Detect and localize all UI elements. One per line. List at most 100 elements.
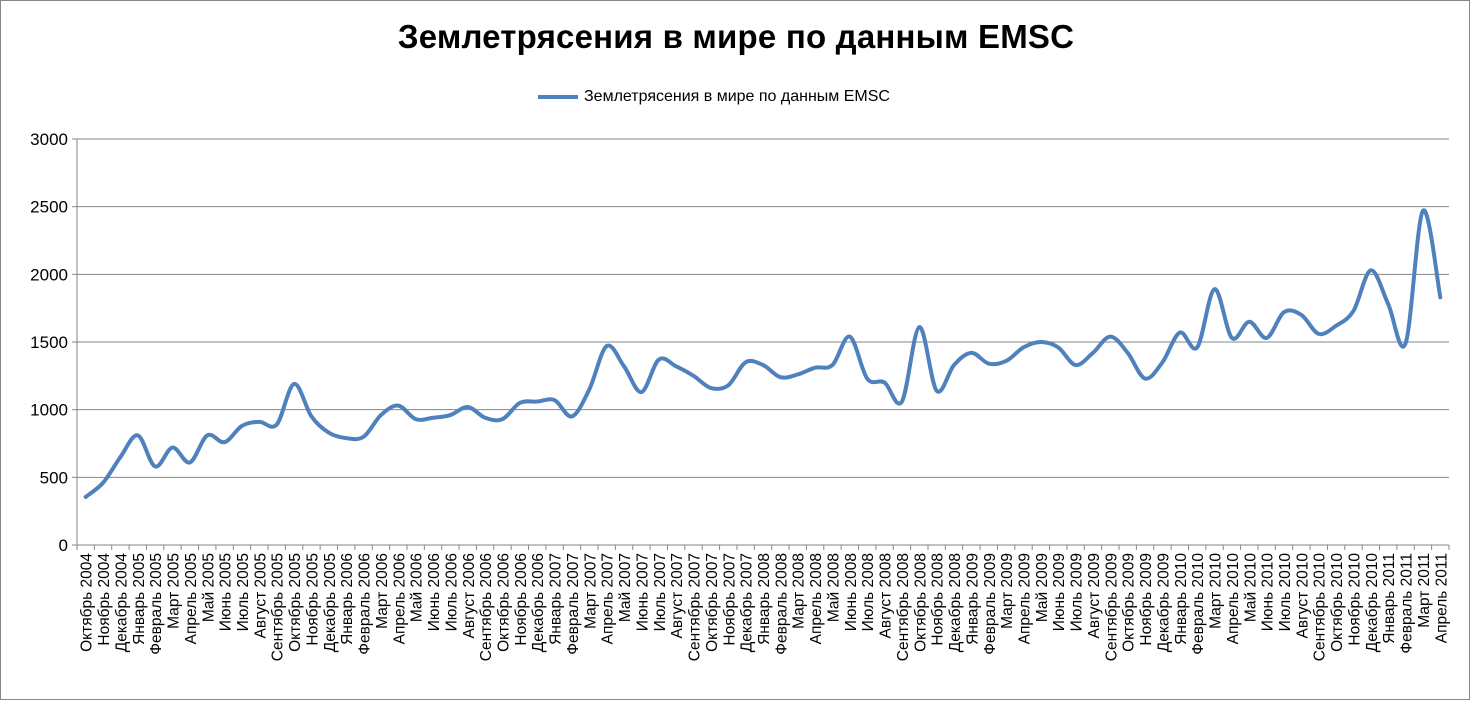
chart-title: Землетрясения в мире по данным EMSC [397,18,1075,55]
data-point [813,366,817,370]
data-point [865,377,869,381]
x-tick-label: Февраль 2008 [773,553,790,655]
data-point [1317,332,1321,336]
data-point [587,387,591,391]
x-tick-label: Декабрь 2007 [739,553,756,652]
data-point [1091,351,1095,355]
data-point [1004,359,1008,363]
data-point [1282,310,1286,314]
data-point [605,344,609,348]
data-point [396,404,400,408]
data-point [118,455,122,459]
x-tick-label: Июль 2007 [652,553,669,631]
data-point [796,372,800,376]
data-point [240,424,244,428]
x-tick-label: Октябрь 2007 [704,553,721,652]
x-tick-label: Апрель 2010 [1225,553,1242,645]
x-tick-label: Март 2009 [999,553,1016,629]
x-tick-label: Январь 2006 [339,553,356,645]
data-point [535,400,539,404]
data-point [1195,345,1199,349]
data-point [1299,313,1303,317]
y-tick-label: 1500 [30,333,68,352]
axis-layer [72,138,1450,550]
data-point [1438,295,1442,299]
data-point [674,364,678,368]
x-tick-label: Апрель 2009 [1017,553,1034,644]
data-point [1108,335,1112,339]
x-tick-label: Февраль 2006 [357,553,374,655]
data-point [1178,331,1182,335]
data-point [917,325,921,329]
data-point [483,416,487,420]
x-tick-label: Июнь 2009 [1051,553,1068,631]
data-point [1404,341,1408,345]
x-tick-label: Ноябрь 2008 [930,553,947,646]
data-point [344,436,348,440]
data-point [362,435,366,439]
data-point [553,398,557,402]
data-point [709,386,713,390]
x-tick-label: Апрель 2008 [808,553,825,644]
data-point [518,401,522,405]
legend: Землетрясения в мире по данным EMSC [538,86,890,108]
data-point [257,420,261,424]
data-point [101,481,105,485]
x-tick-label: Июль 2010 [1277,553,1294,632]
data-point [153,465,157,469]
data-point [830,363,834,367]
x-tick-label: Декабрь 2006 [530,553,547,652]
x-tick-label: Апрель 2006 [391,553,408,644]
x-tick-label: Май 2006 [409,553,426,622]
x-tick-label: Декабрь 2009 [1155,553,1172,652]
data-point [1369,268,1373,272]
data-point [987,362,991,366]
data-point [657,358,661,362]
x-tick-label: Февраль 2005 [148,553,165,655]
x-tick-label: Февраль 2011 [1399,553,1416,654]
x-tick-label: Июнь 2005 [218,553,235,631]
data-point [431,416,435,420]
data-point [883,381,887,385]
data-point [1265,336,1269,340]
data-point [223,440,227,444]
x-tick-label: Сентябрь 2008 [895,553,912,661]
data-point [1056,345,1060,349]
x-tick-label: Март 2005 [166,553,183,629]
x-tick-label: Май 2010 [1242,553,1259,623]
x-tick-label: Июнь 2007 [634,553,651,631]
x-tick-label: Декабрь 2004 [113,553,130,653]
x-tick-label: Август 2009 [1086,553,1103,638]
data-point [205,433,209,437]
x-tick-label: Июнь 2006 [426,553,443,631]
x-tick-label: Октябрь 2004 [79,553,96,652]
x-tick-label: Ноябрь 2009 [1138,553,1155,646]
x-tick-label: Январь 2011 [1381,553,1398,644]
y-tick-label: 1000 [30,401,68,420]
data-point [1386,302,1390,306]
y-tick-label: 500 [40,468,68,487]
x-tick-label: Сентябрь 2006 [478,553,495,661]
data-point [778,375,782,379]
x-tick-label: Май 2008 [825,553,842,622]
x-tick-label: Май 2009 [1034,553,1051,622]
data-point [1022,345,1026,349]
x-tick-label: Январь 2009 [964,553,981,645]
data-point [292,382,296,386]
data-point [726,383,730,387]
y-tick-label: 2000 [30,265,68,284]
data-point [466,405,470,409]
x-tick-label: Ноябрь 2006 [513,553,530,646]
data-point [1074,363,1078,367]
x-tick-label: Октябрь 2006 [495,553,512,652]
data-point [952,363,956,367]
data-point [500,417,504,421]
data-point [1334,324,1338,328]
data-point [969,351,973,355]
x-tick-label: Январь 2005 [131,553,148,645]
data-point [1143,377,1147,381]
x-tick-label: Сентябрь 2007 [687,553,704,661]
x-tick-label: Сентябрь 2009 [1103,553,1120,661]
